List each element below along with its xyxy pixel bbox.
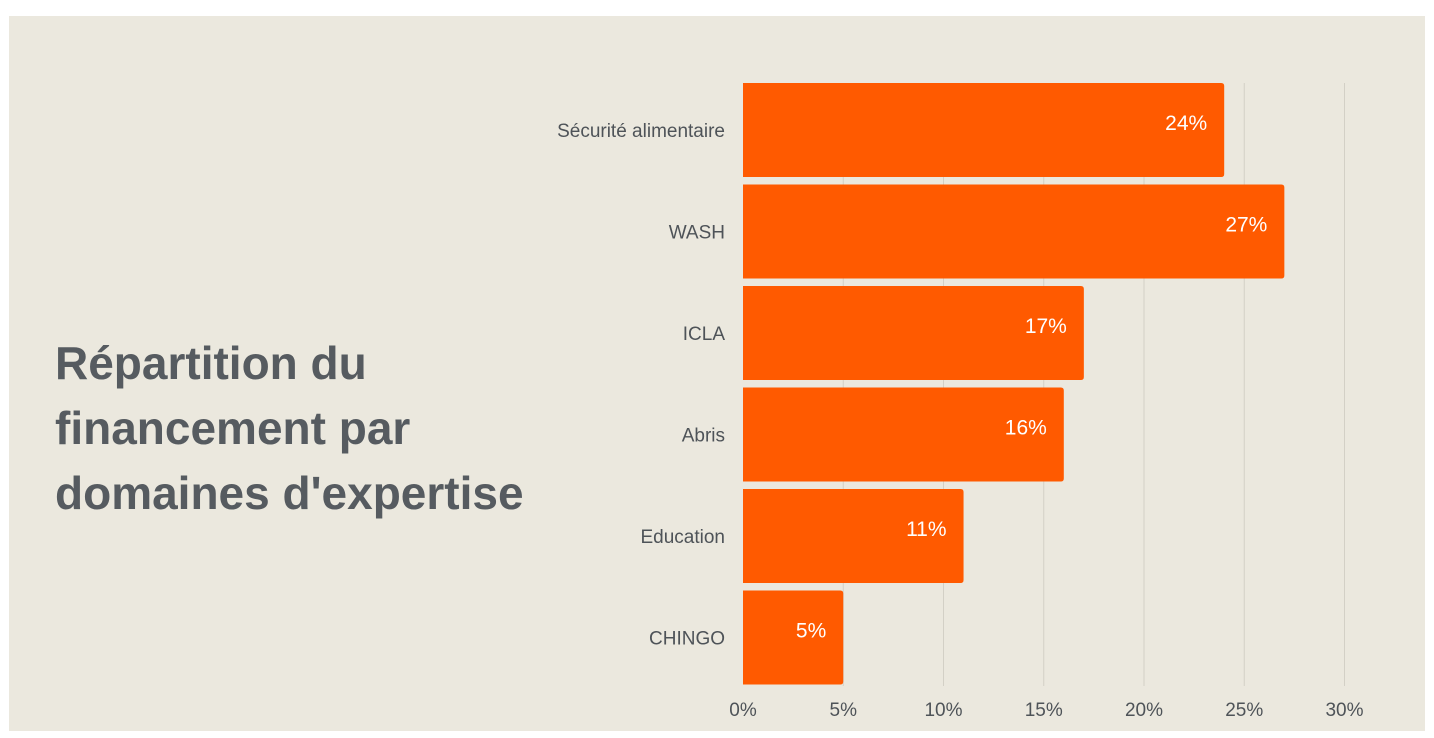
bar-value-label: 24% xyxy=(1165,112,1207,135)
category-label: Abris xyxy=(682,426,725,447)
x-tick-label: 0% xyxy=(729,700,757,721)
bar-value-label: 17% xyxy=(1025,315,1067,338)
chart-title: Répartition du financement par domaines … xyxy=(55,337,524,519)
category-labels: Sécurité alimentaire WASH ICLA Abris Educati… xyxy=(557,121,725,650)
x-tick-label: 25% xyxy=(1225,700,1263,721)
x-tick-label: 15% xyxy=(1025,700,1063,721)
bars: 24% 27% 17% 16% 11% 5% xyxy=(743,83,1285,685)
grid-lines xyxy=(842,83,1345,686)
chart-canvas: Répartition du financement par domaines … xyxy=(9,16,1425,731)
category-label: CHINGO xyxy=(649,629,725,650)
category-label: ICLA xyxy=(683,324,726,345)
bar xyxy=(743,590,844,685)
x-axis-tick-labels: 0% 5% 10% 15% 20% 25% 30% xyxy=(729,700,1363,721)
category-label: Education xyxy=(640,527,725,548)
bar xyxy=(743,184,1285,279)
bar-value-label: 27% xyxy=(1225,214,1267,237)
bar-chart: 24% 27% 17% 16% 11% 5% Sécurité alimentaire WA… xyxy=(557,83,1364,721)
x-tick-label: 10% xyxy=(924,700,962,721)
bar xyxy=(743,286,1084,380)
bar-value-label: 16% xyxy=(1005,417,1047,440)
bar-value-label: 5% xyxy=(796,620,826,643)
x-tick-label: 30% xyxy=(1325,700,1363,721)
category-label: WASH xyxy=(669,223,725,244)
bar xyxy=(743,83,1225,177)
x-tick-label: 20% xyxy=(1125,700,1163,721)
category-label: Sécurité alimentaire xyxy=(557,121,725,142)
bar xyxy=(743,387,1064,482)
bar-value-label: 11% xyxy=(906,518,946,541)
x-tick-label: 5% xyxy=(830,700,858,721)
bar xyxy=(743,489,964,583)
